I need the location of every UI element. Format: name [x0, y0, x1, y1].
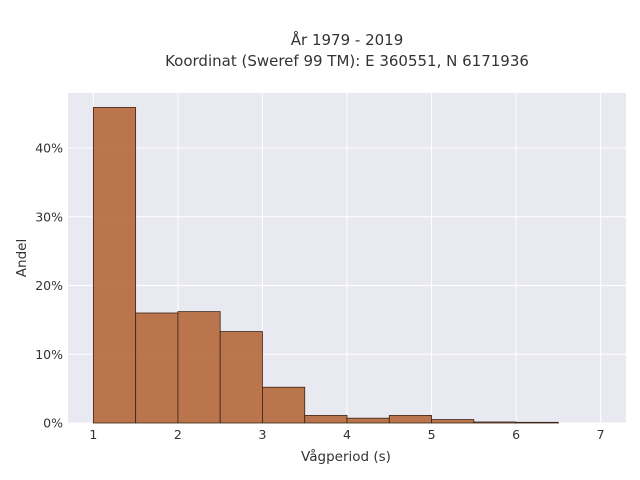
histogram-bar [431, 419, 475, 424]
histogram-bar [515, 421, 559, 424]
x-tick-label: 3 [258, 427, 266, 442]
histogram-bar [92, 107, 137, 424]
histogram-bar [262, 386, 306, 424]
histogram-bar [304, 415, 348, 424]
y-axis-ticks: 0% 10% 20% 30% 40% [35, 141, 63, 431]
x-tick-label: 5 [428, 427, 436, 442]
y-tick-label: 10% [35, 347, 63, 362]
histogram-bar [388, 415, 432, 424]
x-tick-label: 4 [343, 427, 351, 442]
histogram-bar [219, 331, 263, 424]
y-tick-label: 30% [35, 209, 63, 224]
y-axis-title: Andel [14, 239, 30, 277]
x-axis-ticks: 1 2 3 4 5 6 7 [89, 427, 604, 442]
histogram-bar [135, 312, 179, 424]
bars [92, 107, 559, 424]
x-tick-label: 7 [597, 427, 605, 442]
y-tick-label: 0% [43, 416, 63, 431]
y-tick-label: 20% [35, 278, 63, 293]
y-tick-label: 40% [35, 141, 63, 156]
histogram-bar [473, 421, 517, 424]
x-axis-title: Vågperiod (s) [301, 448, 391, 465]
chart-title-line2: Koordinat (Sweref 99 TM): E 360551, N 61… [165, 52, 529, 70]
chart-title-line1: År 1979 - 2019 [291, 30, 404, 49]
x-tick-label: 2 [174, 427, 182, 442]
histogram-bar [177, 311, 221, 424]
x-tick-label: 1 [89, 427, 97, 442]
histogram-bar [346, 417, 390, 424]
chart-title: År 1979 - 2019 Koordinat (Sweref 99 TM):… [165, 30, 529, 70]
x-tick-label: 6 [512, 427, 520, 442]
